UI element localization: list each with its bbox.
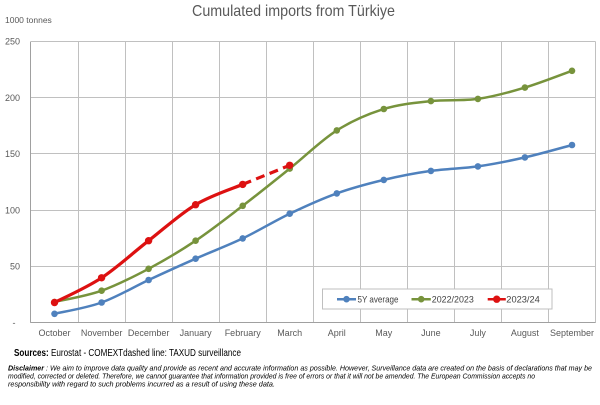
svg-text:modified, corrected or deleted: modified, corrected or deleted. Therefor… <box>8 374 535 381</box>
svg-text:responsibility with regard to: responsibility with regard to such probl… <box>8 382 275 389</box>
svg-text:July: July <box>470 328 487 338</box>
svg-text:June: June <box>421 328 441 338</box>
svg-text:50: 50 <box>10 262 20 272</box>
svg-text:200: 200 <box>5 93 20 103</box>
svg-text:May: May <box>375 328 393 338</box>
svg-text:November: November <box>81 328 123 338</box>
svg-text:April: April <box>328 328 346 338</box>
svg-text:100: 100 <box>5 205 20 215</box>
svg-text:-: - <box>13 318 16 328</box>
svg-text:February: February <box>225 328 262 338</box>
svg-text:October: October <box>38 328 70 338</box>
svg-text:1000 tonnes: 1000 tonnes <box>5 15 52 25</box>
svg-text:Disclaimer : We aim to improve: Disclaimer : We aim to improve data qual… <box>8 366 592 373</box>
svg-text:January: January <box>180 328 213 338</box>
svg-text:September: September <box>550 328 594 338</box>
svg-text:December: December <box>128 328 170 338</box>
svg-text:150: 150 <box>5 149 20 159</box>
svg-text:Cumulated imports from Türkiye: Cumulated imports from Türkiye <box>192 3 395 20</box>
svg-text:5Y average: 5Y average <box>358 295 399 306</box>
svg-text:2022/2023: 2022/2023 <box>432 295 474 306</box>
svg-text:2023/24: 2023/24 <box>506 295 540 306</box>
svg-text:Sources: Eurostat - COMEXTdash: Sources: Eurostat - COMEXTdashed line: T… <box>14 348 241 359</box>
svg-text:March: March <box>277 328 302 338</box>
svg-text:250: 250 <box>5 37 20 47</box>
svg-text:August: August <box>511 328 540 338</box>
